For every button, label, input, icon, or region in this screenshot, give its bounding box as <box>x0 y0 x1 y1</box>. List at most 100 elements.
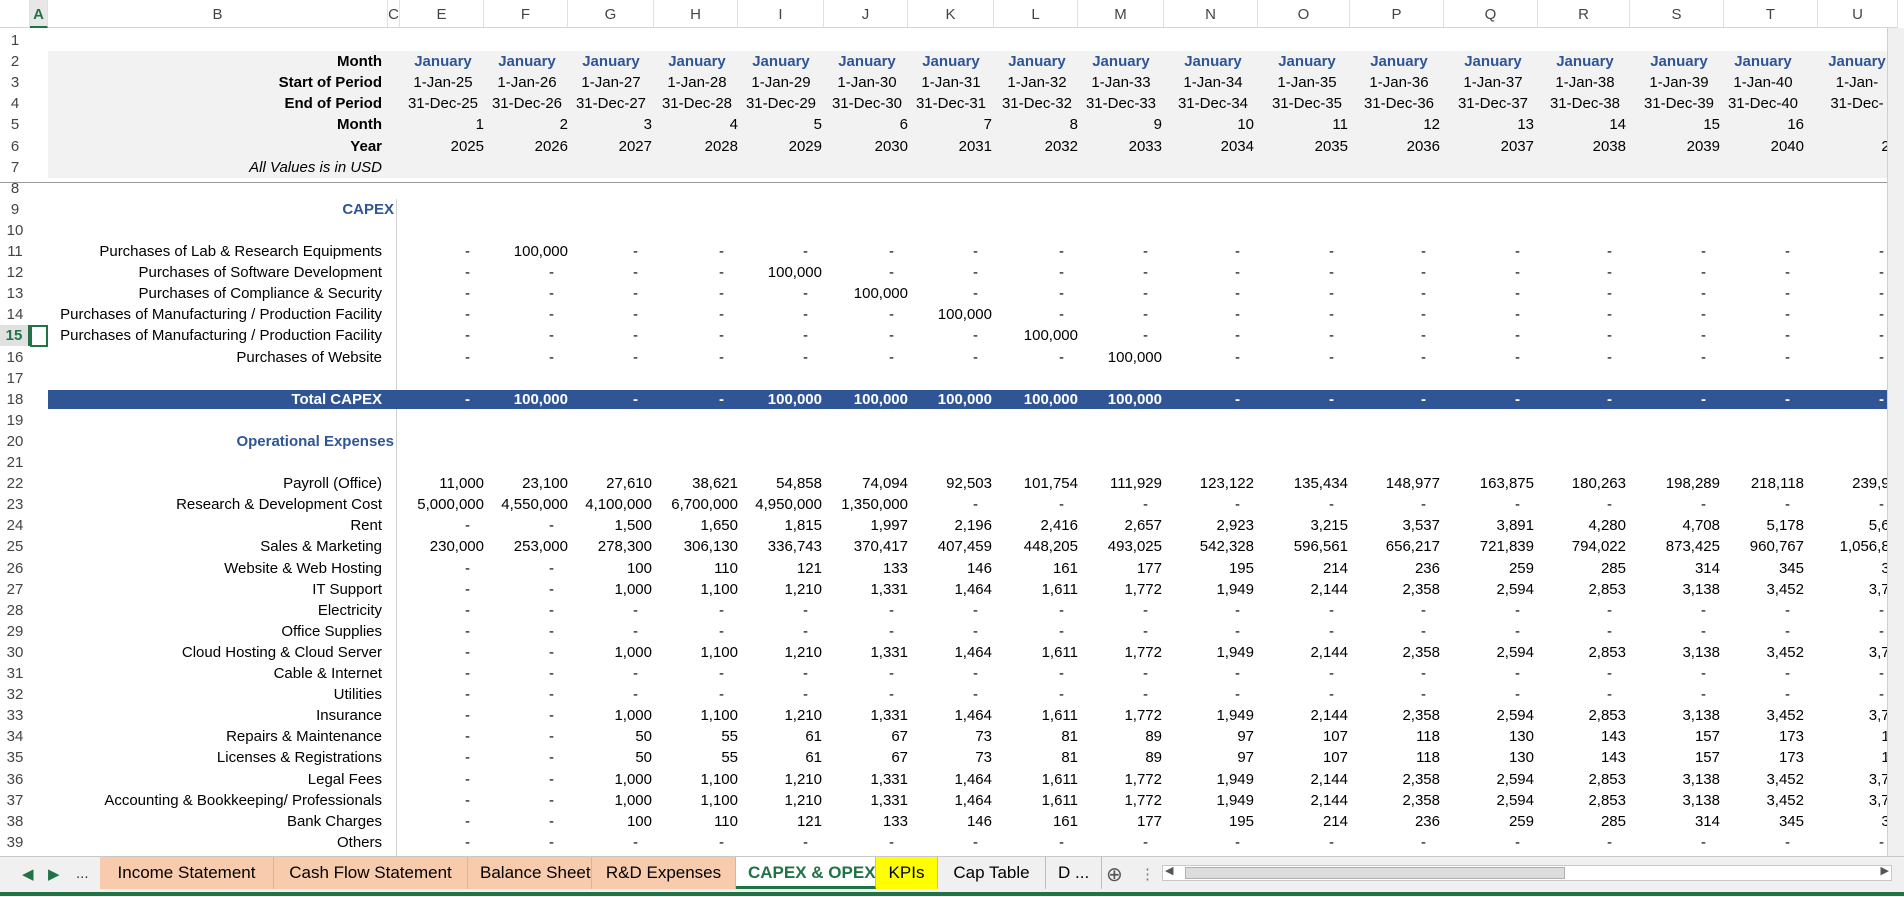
total-capex-value[interactable]: - <box>465 390 470 408</box>
total-capex-value[interactable]: 100,000 <box>767 390 822 408</box>
opex-value-cell[interactable]: - <box>633 601 638 619</box>
opex-value-cell[interactable]: 1,464 <box>954 770 992 788</box>
total-capex-value[interactable]: 100,000 <box>1023 390 1078 408</box>
year-cell[interactable]: 2034 <box>1220 137 1254 155</box>
total-capex-value[interactable]: - <box>1701 390 1706 408</box>
year-cell[interactable]: 2039 <box>1686 137 1720 155</box>
opex-value-cell[interactable]: 23,100 <box>522 475 568 493</box>
capex-value-cell[interactable]: - <box>1515 285 1520 303</box>
year-cell[interactable]: 2026 <box>534 137 568 155</box>
row-header-28[interactable]: 28 <box>6 601 24 619</box>
start-period-cell[interactable]: 1-Jan-31 <box>921 74 981 92</box>
sheet-tab-1[interactable]: Income Statement <box>100 857 274 889</box>
opex-value-cell[interactable]: - <box>1059 496 1064 514</box>
opex-value-cell[interactable]: - <box>1143 686 1148 704</box>
opex-value-cell[interactable]: 218,118 <box>1750 475 1804 493</box>
capex-value-cell[interactable]: - <box>1143 306 1148 324</box>
opex-value-cell[interactable]: 3,537 <box>1402 517 1440 535</box>
capex-value-cell[interactable]: - <box>1607 264 1612 282</box>
capex-value-cell[interactable]: - <box>1059 306 1064 324</box>
opex-value-cell[interactable]: 345 <box>1778 812 1804 830</box>
opex-value-cell[interactable]: 259 <box>1508 559 1534 577</box>
opex-value-cell[interactable]: - <box>803 686 808 704</box>
year-cell[interactable]: 2031 <box>958 137 992 155</box>
month-number-cell[interactable]: 9 <box>1153 116 1162 134</box>
opex-value-cell[interactable]: - <box>1879 496 1884 514</box>
row-header-9[interactable]: 9 <box>10 200 20 218</box>
capex-value-cell[interactable]: - <box>889 327 894 345</box>
capex-value-cell[interactable]: - <box>1515 243 1520 260</box>
opex-value-cell[interactable]: 3,138 <box>1682 707 1720 725</box>
opex-value-cell[interactable]: - <box>1143 622 1148 640</box>
opex-value-cell[interactable]: 55 <box>721 749 738 767</box>
opex-value-cell[interactable]: - <box>1607 665 1612 682</box>
month-number-cell[interactable]: 15 <box>1703 116 1720 134</box>
opex-value-cell[interactable]: 4,550,000 <box>501 496 568 514</box>
opex-value-cell[interactable]: 81 <box>1061 749 1078 767</box>
column-header-i[interactable]: I <box>738 0 824 28</box>
opex-value-cell[interactable]: 3,79 <box>1868 580 1898 598</box>
total-capex-value[interactable]: - <box>1515 390 1520 408</box>
row-header-26[interactable]: 26 <box>6 559 24 577</box>
opex-value-cell[interactable]: - <box>1059 622 1064 640</box>
capex-value-cell[interactable]: - <box>1329 243 1334 260</box>
opex-value-cell[interactable]: 1,611 <box>1041 770 1078 788</box>
opex-value-cell[interactable]: 336,743 <box>767 538 822 556</box>
row-header-40[interactable]: 40 <box>0 853 30 856</box>
total-capex-value[interactable]: - <box>1607 390 1612 408</box>
opex-value-cell[interactable]: 278,300 <box>597 538 652 556</box>
opex-value-cell[interactable]: 259 <box>1508 812 1534 830</box>
opex-value-cell[interactable]: - <box>1059 665 1064 682</box>
opex-value-cell[interactable]: 3,452 <box>1766 580 1804 598</box>
end-period-cell[interactable]: 31-Dec-40 <box>1727 95 1799 113</box>
row-header-6[interactable]: 6 <box>10 137 20 155</box>
total-capex-value[interactable]: - <box>1785 390 1790 408</box>
capex-value-cell[interactable]: - <box>719 285 724 303</box>
opex-value-cell[interactable]: - <box>549 622 554 640</box>
prev-sheet-icon[interactable]: ◀ <box>22 866 34 883</box>
opex-value-cell[interactable]: 4,950,000 <box>755 496 822 514</box>
sheet-tab-4[interactable]: R&D Expenses <box>592 857 736 889</box>
row-header-13[interactable]: 13 <box>6 285 24 303</box>
column-header-m[interactable]: M <box>1078 0 1164 28</box>
opex-value-cell[interactable]: 1,611 <box>1041 643 1078 661</box>
column-header-f[interactable]: F <box>484 0 568 28</box>
opex-value-cell[interactable]: - <box>719 686 724 704</box>
capex-value-cell[interactable]: - <box>1701 306 1706 324</box>
opex-value-cell[interactable]: 157 <box>1694 728 1720 746</box>
opex-value-cell[interactable]: 3,138 <box>1682 580 1720 598</box>
opex-value-cell[interactable]: 4,280 <box>1588 517 1626 535</box>
capex-value-cell[interactable]: - <box>1879 306 1884 324</box>
opex-value-cell[interactable]: 92,503 <box>946 475 992 493</box>
capex-value-cell[interactable]: - <box>1421 306 1426 324</box>
row-header-15[interactable]: 15 <box>0 325 30 347</box>
opex-value-cell[interactable]: - <box>1879 622 1884 640</box>
capex-value-cell[interactable]: - <box>1515 306 1520 324</box>
capex-value-cell[interactable]: 100,000 <box>1107 348 1162 366</box>
year-cell[interactable]: 2027 <box>618 137 652 155</box>
scroll-right-icon[interactable]: ▶ <box>1880 865 1889 877</box>
opex-value-cell[interactable]: 81 <box>1061 728 1078 746</box>
opex-value-cell[interactable]: - <box>1785 496 1790 514</box>
month-number-cell[interactable]: 10 <box>1237 116 1254 134</box>
opex-value-cell[interactable]: - <box>1701 665 1706 682</box>
opex-value-cell[interactable]: 1,100 <box>700 580 738 598</box>
total-capex-value[interactable]: 100,000 <box>937 390 992 408</box>
opex-value-cell[interactable]: - <box>549 707 554 725</box>
opex-value-cell[interactable]: 73 <box>975 749 992 767</box>
start-period-cell[interactable]: 1-Jan-34 <box>1183 74 1243 92</box>
opex-value-cell[interactable]: - <box>1515 601 1520 619</box>
capex-value-cell[interactable]: - <box>1607 327 1612 345</box>
start-period-cell[interactable]: 1-Jan-27 <box>581 74 641 92</box>
opex-value-cell[interactable]: 110 <box>714 812 738 830</box>
capex-value-cell[interactable]: - <box>1607 306 1612 324</box>
opex-value-cell[interactable]: - <box>549 559 554 577</box>
capex-value-cell[interactable]: - <box>973 264 978 282</box>
start-period-cell[interactable]: 1-Jan-25 <box>413 74 473 92</box>
opex-value-cell[interactable]: - <box>1421 622 1426 640</box>
opex-value-cell[interactable]: - <box>1059 686 1064 704</box>
opex-value-cell[interactable]: 27,610 <box>606 475 652 493</box>
opex-value-cell[interactable]: 873,425 <box>1665 538 1720 556</box>
column-header-k[interactable]: K <box>908 0 994 28</box>
capex-value-cell[interactable]: - <box>1235 264 1240 282</box>
